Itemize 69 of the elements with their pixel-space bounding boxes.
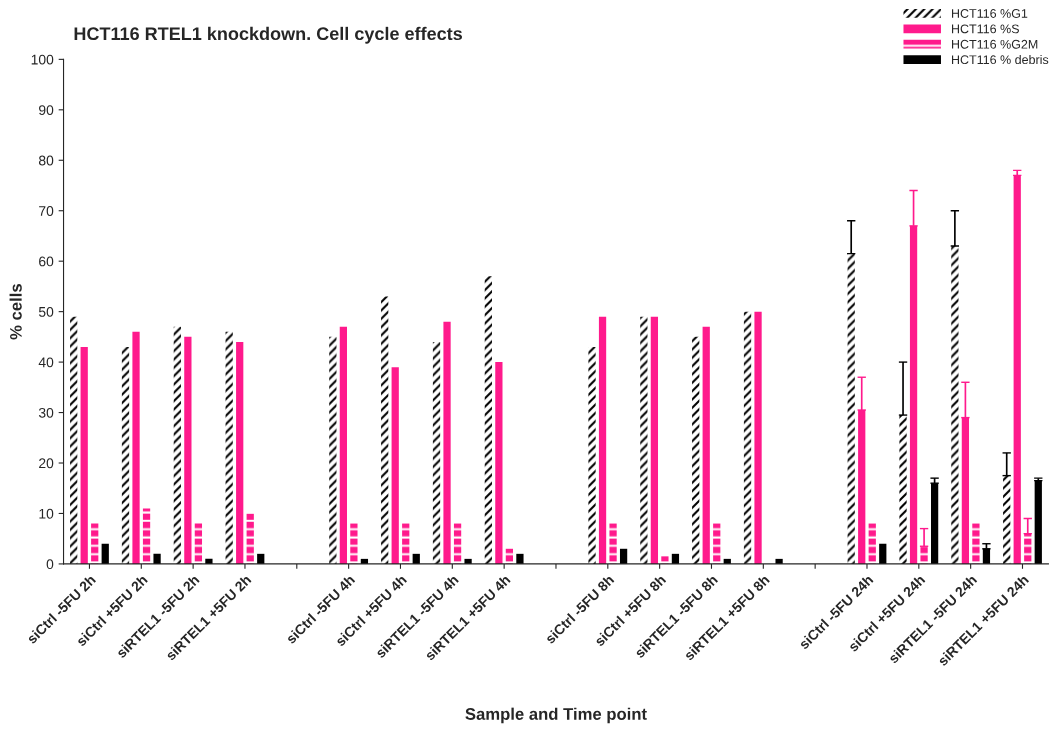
- bar: [132, 331, 140, 564]
- bar: [194, 523, 203, 564]
- y-tick-label: 0: [46, 559, 54, 570]
- bar: [951, 246, 959, 564]
- y-tick-label: 70: [39, 206, 54, 216]
- bar: [640, 316, 648, 564]
- bar: [609, 523, 617, 564]
- bar: [713, 523, 721, 564]
- y-tick-label: 100: [31, 54, 54, 65]
- y-axis-title: % cells: [9, 284, 22, 340]
- bar: [329, 336, 337, 564]
- bar: [847, 253, 855, 564]
- bar: [350, 523, 358, 564]
- legend-label: HCT116 %G1: [952, 9, 1028, 18]
- bar: [692, 336, 700, 564]
- bar: [453, 523, 462, 564]
- y-tick-label: 60: [39, 256, 54, 267]
- bar: [236, 341, 244, 564]
- y-tick-label: 80: [38, 155, 54, 166]
- bar: [432, 341, 441, 564]
- bar: [184, 336, 192, 564]
- bar: [972, 523, 980, 564]
- bar: [1034, 480, 1042, 564]
- bar: [484, 276, 492, 564]
- bar: [402, 523, 410, 564]
- bar: [650, 316, 659, 564]
- y-tick-label: 10: [39, 508, 54, 519]
- y-tick-label: 30: [38, 407, 54, 418]
- bar: [1013, 175, 1021, 564]
- bar: [91, 523, 99, 564]
- bar: [225, 331, 233, 564]
- bar: [661, 556, 669, 564]
- legend-label: HCT116 %G2M: [952, 39, 1038, 49]
- bar: [121, 346, 130, 564]
- bar: [899, 415, 907, 564]
- y-tick-label: 40: [38, 357, 54, 368]
- bar: [495, 362, 503, 564]
- chart-title: HCT116 RTEL1 knockdown. Cell cycle effects: [74, 26, 462, 44]
- bar: [879, 543, 887, 564]
- bar: [153, 553, 161, 564]
- bar: [868, 523, 876, 564]
- y-tick-label: 20: [39, 458, 54, 469]
- bar: [246, 513, 254, 564]
- bar: [516, 553, 524, 564]
- bar: [173, 326, 181, 564]
- bar: [930, 483, 939, 564]
- bar: [588, 346, 596, 564]
- bar: [920, 546, 928, 564]
- bar: [909, 225, 918, 564]
- bar: [743, 311, 752, 564]
- bar: [443, 321, 451, 564]
- bar: [1003, 475, 1011, 564]
- x-axis-title: Sample and Time point: [465, 707, 647, 724]
- bar: [70, 316, 78, 564]
- bar: [339, 326, 347, 564]
- bar: [858, 410, 866, 564]
- bar: [381, 296, 389, 564]
- bar: [391, 367, 399, 564]
- bar: [101, 543, 109, 564]
- bar: [598, 316, 607, 564]
- legend-label: HCT116 % debris: [952, 54, 1049, 65]
- y-tick-label: 90: [39, 105, 54, 115]
- y-tick-label: 50: [38, 306, 54, 317]
- bar: [702, 326, 710, 564]
- bar: [1024, 533, 1032, 564]
- bar: [754, 311, 762, 564]
- bar: [142, 508, 151, 564]
- legend-label: HCT116 %S: [952, 24, 1019, 34]
- bar: [80, 346, 88, 564]
